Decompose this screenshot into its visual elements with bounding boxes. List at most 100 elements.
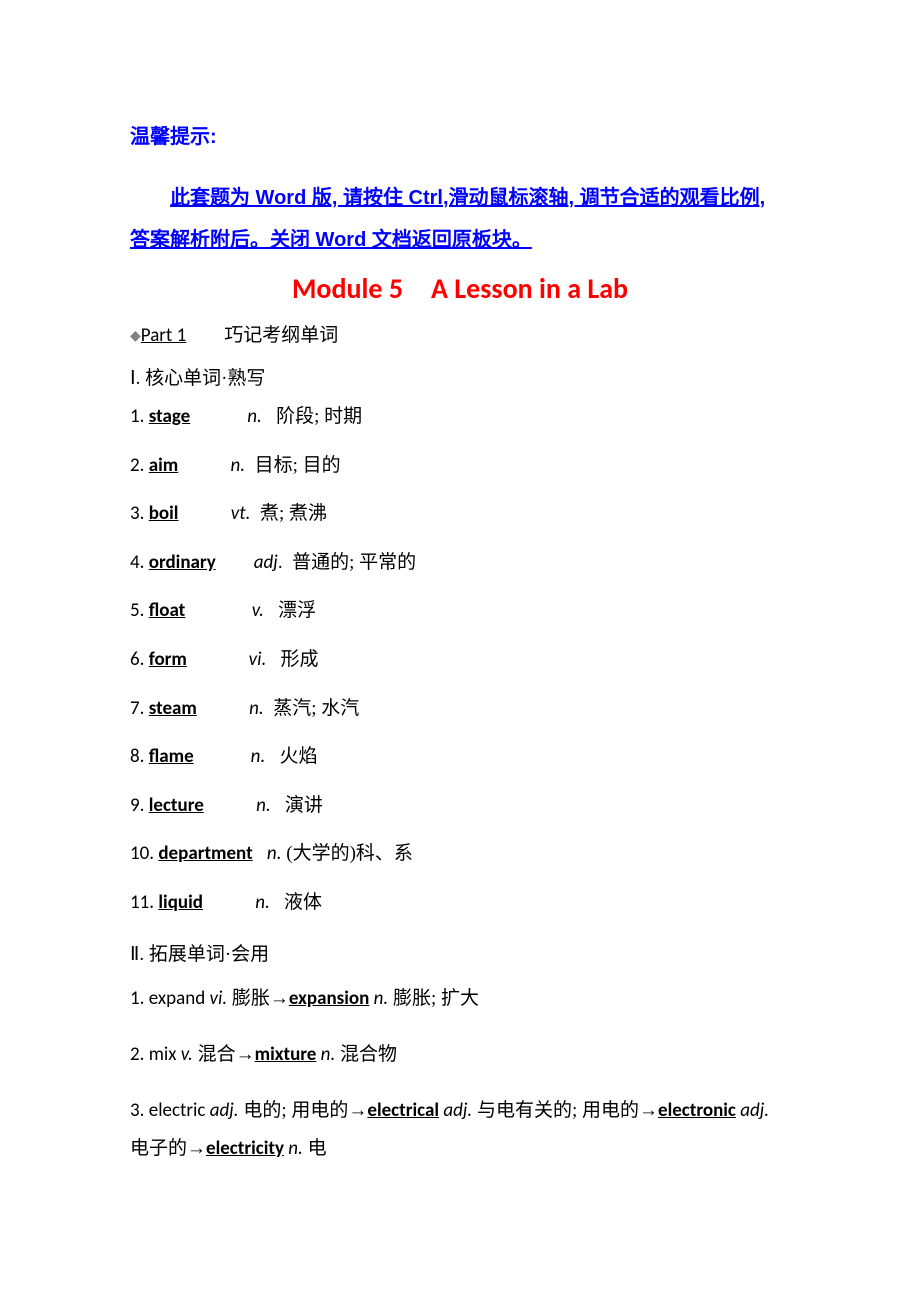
spacing — [265, 746, 279, 767]
vocab-number: 4. — [130, 551, 149, 574]
vocab-pos: vi. — [249, 648, 267, 671]
vocab-pos: n. — [249, 697, 264, 720]
module-title: Module 5 A Lesson in a Lab — [130, 271, 790, 306]
vocab-meaning: 普通的; 平常的 — [292, 552, 416, 573]
vocab-item: 3. boil vt. 煮; 煮沸 — [130, 501, 790, 528]
vocab-item: 8. flame n. 火焰 — [130, 744, 790, 771]
spacing — [203, 892, 255, 913]
ext-pos: n. — [321, 1043, 336, 1066]
diamond-icon: ◆ — [130, 329, 141, 344]
vocab-pos: n. — [267, 842, 282, 865]
spacing: . — [278, 552, 292, 573]
ext-word: mixture — [255, 1043, 317, 1066]
vocab-number: 1. — [130, 405, 149, 428]
ext-meaning: 与电有关的; 用电的 — [472, 1100, 639, 1121]
vocab-word: form — [149, 648, 187, 671]
vocab-item: 1. stage n. 阶段; 时期 — [130, 404, 790, 431]
vocab-list: 1. stage n. 阶段; 时期 2. aim n. 目标; 目的 3. boi… — [130, 404, 790, 917]
vocab-number: 2. — [130, 454, 149, 477]
vocab-item: 10. department n. (大学的)科、系 — [130, 841, 790, 868]
vocab-number: 6. — [130, 648, 149, 671]
vocab-item: 2. aim n. 目标; 目的 — [130, 453, 790, 480]
vocab-meaning: 形成 — [281, 649, 319, 670]
vocab-pos: n. — [251, 745, 266, 768]
ext-meaning: 膨胀; 扩大 — [388, 988, 479, 1009]
ext-plain: electric — [149, 1099, 210, 1122]
vocab-item: 7. steam n. 蒸汽; 水汽 — [130, 696, 790, 723]
arrow-icon: → — [270, 988, 289, 1009]
vocab-word: boil — [149, 502, 179, 525]
ext-pos: adj. — [740, 1099, 769, 1122]
arrow-icon: → — [348, 1100, 367, 1121]
vocab-meaning: 阶段; 时期 — [276, 406, 362, 427]
ext-pos: adj. — [210, 1099, 239, 1122]
spacing — [250, 503, 260, 524]
vocab-item: 6. form vi. 形成 — [130, 647, 790, 674]
vocab-pos: n. — [256, 794, 271, 817]
spacing — [204, 795, 256, 816]
spacing — [216, 552, 254, 573]
vocab-number: 8. — [130, 745, 149, 768]
spacing — [253, 843, 267, 864]
vocab-word: liquid — [158, 891, 203, 914]
spacing — [262, 406, 276, 427]
vocab-item: 11. liquid n. 液体 — [130, 890, 790, 917]
part1-line: ◆Part 1 巧记考纲单词 — [130, 320, 790, 347]
ext-pos: n. — [288, 1137, 303, 1160]
vocab-word: department — [158, 842, 252, 865]
part1-cn-text: 巧记考纲单词 — [224, 325, 338, 346]
vocab-word: lecture — [149, 794, 204, 817]
vocab-meaning: 演讲 — [285, 795, 323, 816]
spacing — [187, 649, 249, 670]
document-page: 温馨提示: 此套题为 Word 版, 请按住 Ctrl,滑动鼠标滚轴, 调节合适… — [0, 0, 920, 1302]
spacing — [271, 795, 285, 816]
vocab-word: ordinary — [149, 551, 216, 574]
vocab-pos: adj — [254, 551, 278, 574]
section1-heading: Ⅰ. 核心单词·熟写 — [130, 363, 790, 390]
ext-meaning: 混合 — [193, 1044, 236, 1065]
vocab-item: 4. ordinary adj. 普通的; 平常的 — [130, 550, 790, 577]
ext-meaning: 膨胀 — [227, 988, 270, 1009]
tip-heading: 温馨提示: — [130, 120, 790, 149]
vocab-number: 3. — [130, 502, 149, 525]
vocab-number: 5. — [130, 599, 149, 622]
ext-plain: expand — [149, 987, 210, 1010]
spacing — [264, 698, 274, 719]
vocab-number: 10. — [130, 842, 158, 865]
vocab-meaning: 蒸汽; 水汽 — [273, 698, 359, 719]
section2-heading: Ⅱ. 拓展单词·会用 — [130, 939, 790, 966]
ext-word: electricity — [206, 1137, 284, 1160]
ext-word: expansion — [289, 987, 369, 1010]
vocab-pos: n. — [247, 405, 262, 428]
ext-pos: adj. — [443, 1099, 472, 1122]
spacing — [197, 698, 249, 719]
extended-list: 1. expand vi. 膨胀→expansion n. 膨胀; 扩大2. m… — [130, 980, 790, 1168]
vocab-meaning: 漂浮 — [278, 600, 316, 621]
vocab-item: 9. lecture n. 演讲 — [130, 793, 790, 820]
spacing — [270, 892, 284, 913]
ext-word: electronic — [658, 1099, 736, 1122]
extended-item: 3. electric adj. 电的; 用电的→electrical adj.… — [130, 1092, 790, 1168]
vocab-pos: v. — [252, 599, 264, 622]
vocab-pos: vt. — [231, 502, 251, 525]
arrow-icon: → — [187, 1138, 206, 1159]
vocab-number: 9. — [130, 794, 149, 817]
section2-roman: Ⅱ — [130, 944, 139, 965]
part1-label: Part 1 — [141, 324, 186, 347]
section1-label: . 核心单词·熟写 — [136, 368, 266, 389]
part1-cn — [186, 325, 224, 346]
ext-word: electrical — [367, 1099, 439, 1122]
vocab-number: 11. — [130, 891, 158, 914]
vocab-pos: n. — [231, 454, 246, 477]
spacing — [264, 600, 278, 621]
ext-pos: vi. — [209, 987, 227, 1010]
extended-item: 2. mix v. 混合→mixture n. 混合物 — [130, 1036, 790, 1074]
vocab-meaning: 火焰 — [280, 746, 318, 767]
ext-pos: v. — [181, 1043, 193, 1066]
spacing — [185, 600, 252, 621]
vocab-meaning: 煮; 煮沸 — [260, 503, 327, 524]
vocab-word: steam — [149, 697, 197, 720]
vocab-item: 5. float v. 漂浮 — [130, 598, 790, 625]
ext-plain: mix — [149, 1043, 181, 1066]
vocab-word: flame — [149, 745, 194, 768]
